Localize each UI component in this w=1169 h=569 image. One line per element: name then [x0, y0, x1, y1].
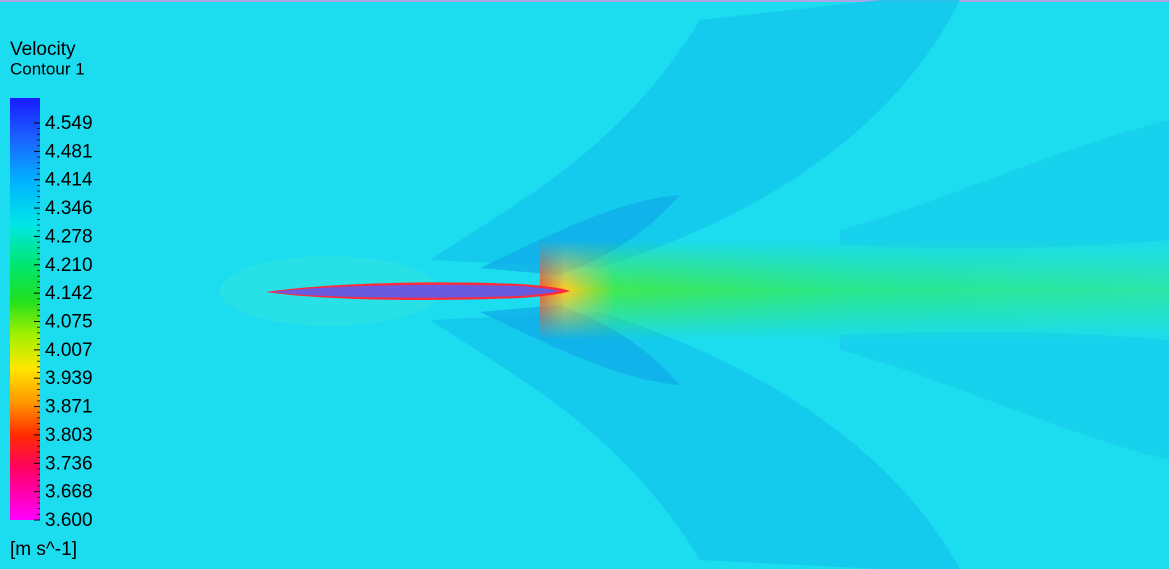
tick-label: 4.075	[45, 312, 93, 333]
tick-label: 4.142	[45, 283, 93, 304]
tick-label: 4.278	[45, 226, 93, 247]
top-border	[0, 0, 1169, 2]
tick-label: 4.549	[45, 113, 93, 134]
legend-subtitle: Contour 1	[10, 59, 85, 78]
wake	[540, 240, 1169, 340]
colorbar	[10, 98, 40, 520]
tick-label: 3.871	[45, 397, 93, 418]
tick-label: 4.007	[45, 340, 93, 361]
tick-label: 3.939	[45, 368, 93, 389]
tick-label: 4.210	[45, 255, 93, 276]
tick-label: 4.481	[45, 141, 93, 162]
tick-label: 4.414	[45, 170, 93, 191]
legend-title: Velocity	[10, 39, 76, 60]
tick-label: 3.668	[45, 482, 93, 503]
tick-label: 3.803	[45, 425, 93, 446]
tick-label: 3.736	[45, 453, 93, 474]
tick-label: 4.346	[45, 198, 93, 219]
tick-label: 3.600	[45, 510, 93, 531]
contour-view: Velocity Contour 1 [m s^-1] 4.549 4.481 4.…	[0, 0, 1169, 569]
legend-unit: [m s^-1]	[10, 539, 77, 560]
